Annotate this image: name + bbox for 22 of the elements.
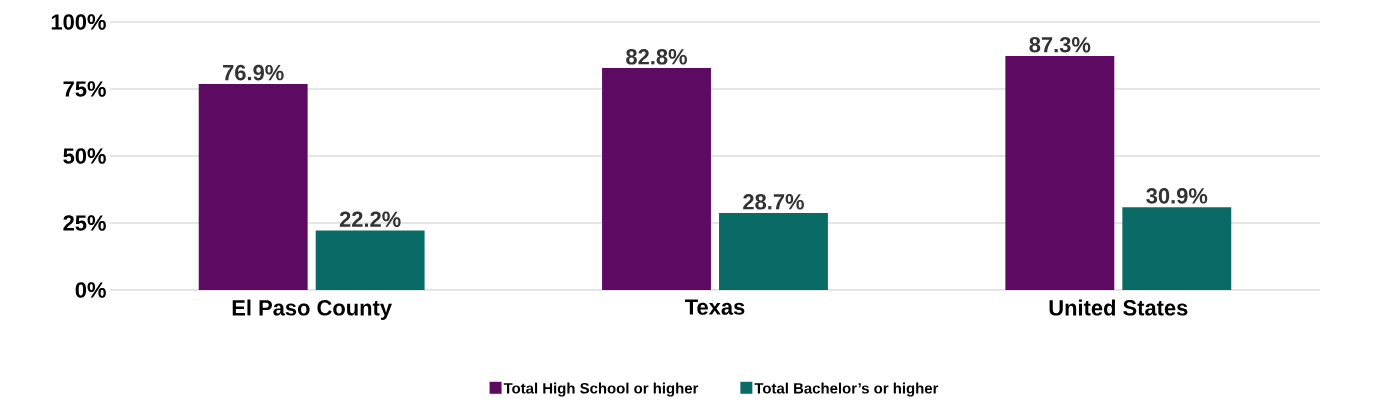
y-tick-label: 50%	[63, 148, 106, 164]
data-label: 28.7%	[743, 194, 804, 210]
x-tick-label: Texas	[684, 299, 745, 315]
data-label: 30.9%	[1146, 188, 1208, 204]
bar	[198, 83, 308, 290]
x-tick-label: El Paso County	[232, 299, 392, 320]
x-tick-label: United States	[1049, 299, 1188, 316]
y-tick-label: 100%	[51, 14, 106, 30]
y-tick-label: 0%	[75, 282, 106, 298]
data-label: 82.8%	[626, 49, 687, 65]
bar	[1122, 207, 1232, 290]
data-label: 87.3%	[1029, 36, 1091, 53]
bar	[602, 68, 711, 290]
legend-label: Total Bachelor’s or higher	[754, 382, 939, 397]
y-tick-label: 75%	[63, 81, 106, 97]
bar	[719, 213, 828, 290]
legend-label: Total High School or higher	[503, 382, 699, 397]
data-label: 22.2%	[339, 211, 401, 227]
y-tick-label: 25%	[63, 215, 106, 231]
bar	[1005, 56, 1115, 290]
bar	[315, 230, 425, 290]
data-label: 76.9%	[223, 64, 284, 81]
